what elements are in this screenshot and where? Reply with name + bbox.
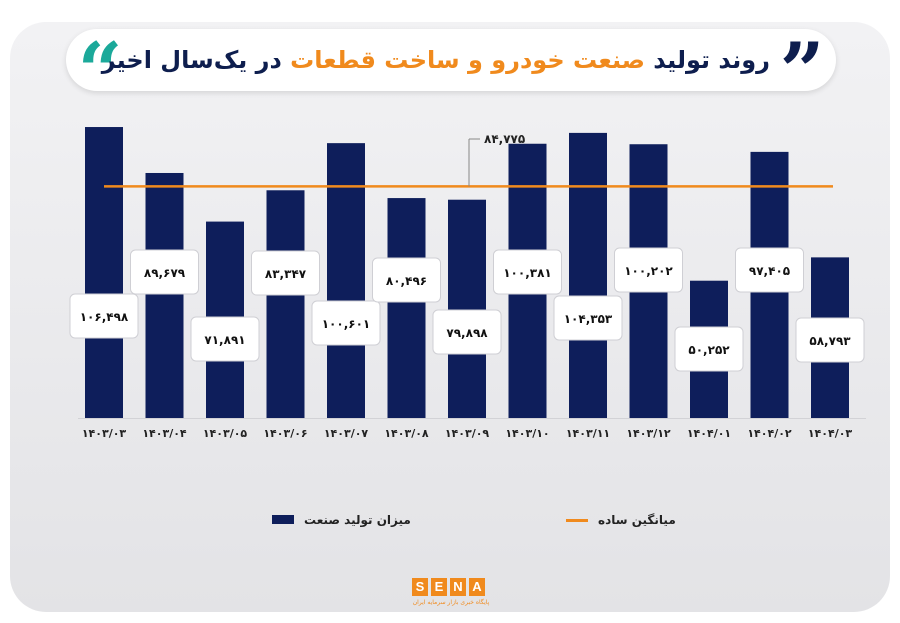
data-label-box (251, 250, 320, 296)
title-banner (66, 29, 836, 91)
x-tick-label: ۱۴۰۳/۰۴ (142, 427, 187, 440)
logo-letter-s: S (412, 578, 428, 596)
average-label: ۸۴,۷۷۵ (484, 132, 525, 146)
bar (387, 198, 426, 418)
x-tick-label: ۱۴۰۳/۰۳ (82, 427, 127, 440)
data-label: ۵۸,۷۹۳ (809, 334, 851, 348)
x-tick-label: ۱۴۰۴/۰۲ (747, 427, 792, 440)
x-tick-label: ۱۴۰۴/۰۳ (808, 427, 853, 440)
data-label-box (553, 295, 623, 341)
data-label-box (69, 293, 139, 339)
data-label: ۷۹,۸۹۸ (446, 326, 488, 340)
title-part-2: صنعت خودرو و ساخت قطعات (290, 46, 645, 74)
title-part-3: در یک‌سال اخیر (101, 46, 282, 74)
bar (266, 190, 305, 418)
bar (327, 143, 365, 419)
data-label: ۷۱,۸۹۱ (204, 333, 245, 347)
x-tick-label: ۱۴۰۳/۱۰ (505, 427, 549, 440)
legend-bar-swatch (272, 515, 294, 524)
data-label-box (674, 326, 744, 372)
data-label: ۸۹,۶۷۹ (144, 266, 186, 280)
data-label: ۱۰۴,۳۵۳ (564, 312, 613, 326)
data-label-box (735, 247, 804, 293)
data-label: ۸۳,۳۴۷ (265, 267, 307, 281)
logo-letter-e: E (431, 578, 447, 596)
x-tick-label: ۱۴۰۳/۰۷ (324, 427, 369, 440)
logo-letter-a: A (469, 578, 485, 596)
legend-bar-label: میزان تولید صنعت (304, 513, 411, 527)
data-label-box (372, 257, 441, 303)
x-tick-label: ۱۴۰۳/۱۱ (566, 427, 610, 440)
data-label: ۹۷,۴۰۵ (749, 264, 790, 278)
data-label: ۵۰,۲۵۲ (688, 343, 730, 357)
data-label-box (190, 316, 260, 362)
data-label-box (311, 300, 381, 346)
x-tick-label: ۱۴۰۳/۰۵ (203, 427, 248, 440)
x-tick-label: ۱۴۰۴/۰۱ (687, 427, 731, 440)
data-label-box (432, 309, 502, 355)
x-tick-label: ۱۴۰۳/۰۶ (263, 427, 307, 440)
title-part-1: روند تولید (653, 46, 770, 74)
data-label-box (795, 317, 865, 363)
x-tick-label: ۱۴۰۳/۰۹ (445, 427, 490, 440)
bar (448, 199, 486, 418)
logo-subtitle: پایگاه خبری بازار سرمایه ایران (412, 599, 490, 606)
data-label: ۱۰۰,۲۰۲ (624, 264, 673, 278)
sena-logo: S E N A پایگاه خبری بازار سرمایه ایران (412, 578, 490, 610)
x-tick-label: ۱۴۰۳/۰۸ (384, 427, 429, 440)
data-label-box (130, 249, 199, 295)
data-label: ۸۰,۴۹۶ (386, 274, 427, 288)
data-label-box (614, 247, 683, 293)
data-label: ۱۰۰,۶۰۱ (322, 317, 371, 331)
bar (85, 127, 123, 418)
data-label-box (493, 249, 562, 295)
x-tick-label: ۱۴۰۳/۱۲ (626, 427, 671, 440)
data-label: ۱۰۶,۴۹۸ (80, 310, 129, 324)
legend-line-label: میانگین ساده (598, 513, 676, 527)
chart-title: روند تولید صنعت خودرو و ساخت قطعات در یک… (102, 40, 770, 80)
bar (145, 172, 184, 418)
bar (569, 132, 607, 418)
logo-letter-n: N (450, 578, 466, 596)
data-label: ۱۰۰,۳۸۱ (503, 266, 552, 280)
legend-line-swatch (566, 519, 588, 522)
